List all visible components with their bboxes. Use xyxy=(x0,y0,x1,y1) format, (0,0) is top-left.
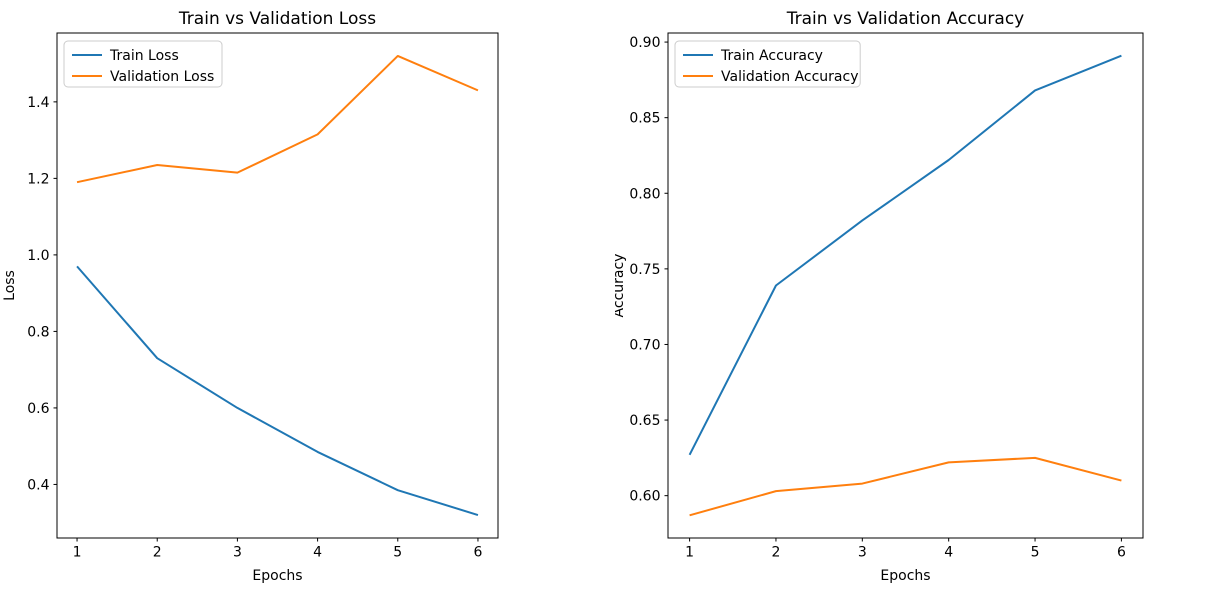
chart-title: Train vs Validation Accuracy xyxy=(786,9,1024,29)
validation-accuracy-line xyxy=(689,456,1122,517)
plot-area xyxy=(667,32,1144,539)
validation-loss-line xyxy=(76,54,479,184)
x-axis-label: Epochs xyxy=(252,568,302,584)
y-tick-label: 0.70 xyxy=(629,337,660,353)
legend-label: Validation Loss xyxy=(110,69,214,85)
plot-area xyxy=(56,32,499,539)
legend-label: Validation Accuracy xyxy=(721,69,859,85)
accuracy-chart-panel: 1 2 3 4 5 6 0.60 0.65 0.70 0.75 0.80 0.85 0.90 Train … xyxy=(611,0,1230,589)
train-loss-line xyxy=(76,265,479,517)
x-tick-label: 5 xyxy=(1031,545,1040,561)
x-tick-label: 1 xyxy=(685,545,694,561)
x-tick-label: 2 xyxy=(771,545,780,561)
loss-chart-plot: 1 2 3 4 5 6 0.4 0.6 0.8 1.0 1.2 1.4 Train vs Validat… xyxy=(2,9,499,584)
y-tick-label: 1.4 xyxy=(27,95,49,111)
x-tick-label: 6 xyxy=(473,545,482,561)
y-tick-label: 0.6 xyxy=(27,401,49,417)
x-tick-label: 2 xyxy=(153,545,162,561)
loss-chart-panel: 1 2 3 4 5 6 0.4 0.6 0.8 1.0 1.2 1.4 Train vs Validat… xyxy=(2,9,499,584)
x-axis-label: Epochs xyxy=(880,568,930,584)
y-tick-label: 0.75 xyxy=(629,262,660,278)
y-tick-label: 0.8 xyxy=(27,324,49,340)
x-tick-label: 3 xyxy=(858,545,867,561)
y-tick-label: 1.2 xyxy=(27,171,49,187)
x-tick-label: 1 xyxy=(73,545,82,561)
y-tick-label: 0.80 xyxy=(629,186,660,202)
y-tick-label: 1.0 xyxy=(27,248,49,264)
x-tick-label: 3 xyxy=(233,545,242,561)
legend-box xyxy=(674,40,861,88)
y-tick-label: 0.4 xyxy=(27,477,49,493)
train-accuracy-line xyxy=(688,54,1122,456)
legend-label: Train Loss xyxy=(109,48,179,64)
chart-title: Train vs Validation Loss xyxy=(178,9,376,29)
y-tick-label: 0.60 xyxy=(629,489,660,505)
legend-label: Train Accuracy xyxy=(720,48,823,64)
legend-box xyxy=(63,40,223,88)
x-tick-label: 4 xyxy=(313,545,322,561)
y-tick-label: 0.90 xyxy=(629,35,660,51)
x-tick-label: 4 xyxy=(944,545,953,561)
y-tick-label: 0.65 xyxy=(629,413,660,429)
x-tick-label: 5 xyxy=(393,545,402,561)
accuracy-chart-plot: 1 2 3 4 5 6 0.60 0.65 0.70 0.75 0.80 0.85 0.90 Train … xyxy=(611,9,1144,584)
y-axis-label: Accuracy xyxy=(615,254,627,318)
y-axis-label: Loss xyxy=(2,270,18,301)
x-tick-label: 6 xyxy=(1117,545,1126,561)
y-tick-label: 0.85 xyxy=(629,111,660,127)
